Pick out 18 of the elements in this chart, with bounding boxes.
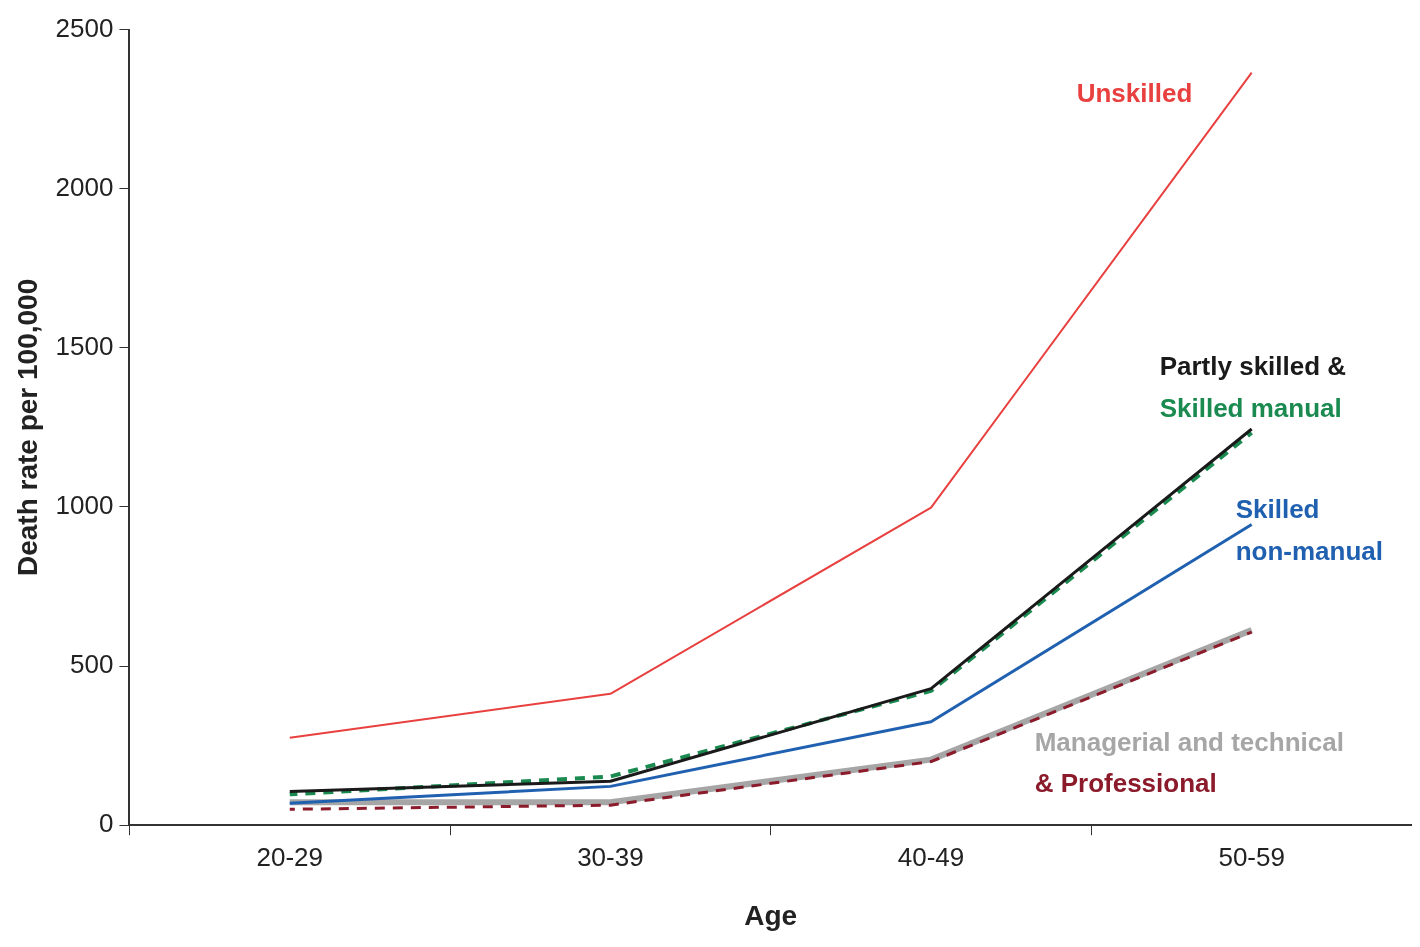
series-label: & Professional (1034, 768, 1217, 799)
series-label: Skilled manual (1159, 392, 1342, 423)
y-tick-label: 0 (98, 808, 114, 839)
y-tick-label: 1000 (55, 490, 114, 521)
series-label: Skilled non-manual (1235, 493, 1384, 566)
series-label: Unskilled (1076, 77, 1193, 108)
y-tick-label: 1500 (55, 331, 114, 362)
x-tick-label: 20-29 (256, 841, 324, 872)
y-tick-label: 2500 (55, 12, 114, 43)
text: Partly skilled & (1159, 351, 1347, 382)
x-axis-title: Age (744, 899, 798, 931)
x-tick-label: 30-39 (577, 841, 644, 872)
series-label: Managerial and technical (1034, 727, 1344, 758)
x-tick-label: 40-49 (897, 841, 965, 872)
y-tick-label: 2000 (55, 171, 114, 202)
y-axis-title: Death rate per 100,000 (11, 278, 43, 577)
y-tick-label: 500 (70, 649, 114, 680)
x-tick-label: 50-59 (1218, 841, 1285, 872)
